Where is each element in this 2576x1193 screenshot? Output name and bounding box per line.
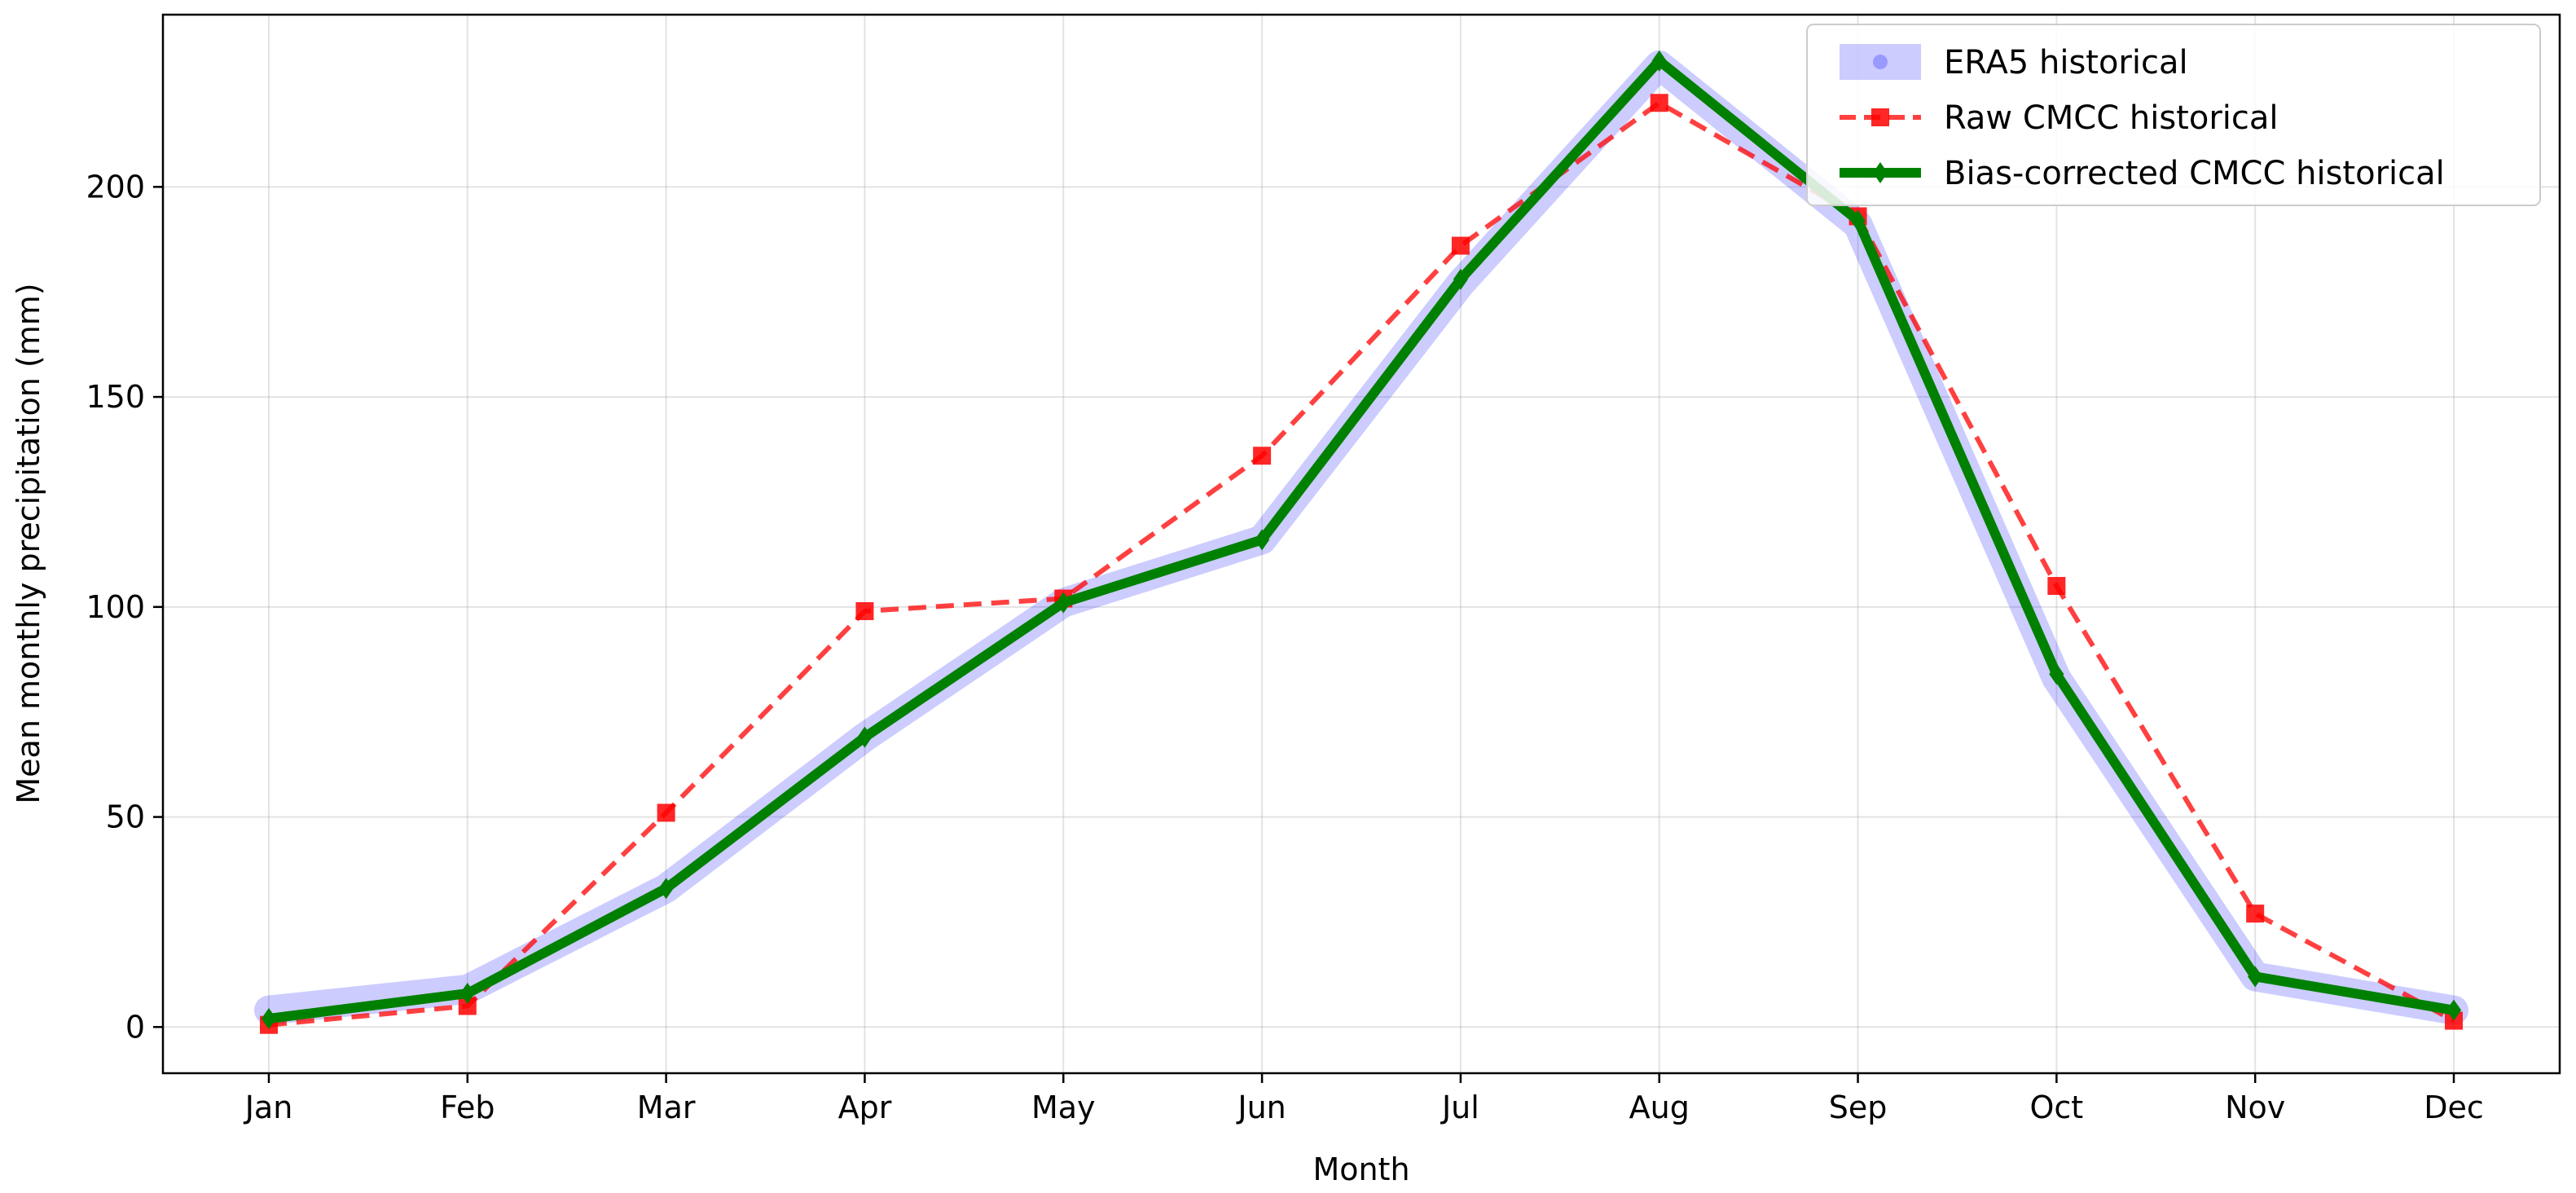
y-tick-label: 100: [86, 589, 145, 625]
x-tick-label: Jun: [1236, 1090, 1286, 1125]
legend-marker: [1871, 108, 1889, 126]
data-point: [1651, 50, 1667, 72]
series-line: [268, 100, 2455, 1028]
data-point: [2047, 577, 2066, 596]
series-2: [260, 94, 2463, 1034]
data-point: [857, 726, 873, 748]
x-tick-label: Jul: [1440, 1090, 1479, 1125]
data-point: [2049, 663, 2064, 685]
x-tick-label: May: [1031, 1090, 1096, 1125]
series-lines: [254, 50, 2468, 1034]
x-axis-title: Month: [1312, 1151, 1409, 1187]
x-tick-label: Jan: [244, 1090, 293, 1125]
series-3: [261, 50, 2462, 1029]
plot-frame: [161, 13, 2561, 1075]
data-point: [261, 1007, 277, 1029]
data-point: [1056, 592, 1071, 614]
data-point: [658, 878, 674, 900]
x-tick-label: Mar: [637, 1090, 696, 1125]
y-tick-label: 150: [86, 379, 145, 415]
data-point: [657, 803, 675, 822]
y-tick-label: 0: [125, 1009, 145, 1045]
data-point: [2248, 966, 2263, 988]
x-tick-label: Oct: [2030, 1090, 2084, 1125]
x-tick-label: Sep: [1829, 1090, 1888, 1125]
y-tick-label: 200: [86, 169, 145, 205]
legend: ERA5 historical Raw CMCC historical Bias-c…: [1806, 24, 2541, 206]
series-line: [268, 55, 2455, 1024]
data-point: [1850, 209, 1866, 231]
data-point: [1650, 94, 1668, 112]
data-point: [2446, 999, 2462, 1021]
legend-label: ERA5 historical: [1944, 44, 2188, 81]
legend-marker: [1872, 162, 1888, 183]
data-point: [1254, 529, 1270, 551]
axes: Jan Feb Mar Apr May Jun Jul Aug Sep Oct Nov Dec 0 50 1…: [86, 169, 2483, 1125]
y-axis-title: Mean monthly precipitation (mm): [11, 283, 46, 803]
legend-label: Raw CMCC historical: [1944, 99, 2279, 137]
x-tick-label: Nov: [2225, 1090, 2285, 1125]
data-point: [855, 601, 874, 620]
data-point: [1453, 268, 1469, 290]
data-point: [1451, 236, 1470, 255]
legend-box: [1806, 24, 2541, 206]
data-point: [458, 997, 477, 1015]
data-point: [459, 983, 475, 1005]
y-tick-label: 50: [106, 799, 145, 835]
x-tick-label: Apr: [838, 1090, 892, 1125]
x-tick-label: Dec: [2424, 1090, 2484, 1125]
data-point: [2246, 905, 2265, 923]
legend-marker: [1873, 55, 1888, 69]
x-tick-label: Aug: [1629, 1090, 1690, 1125]
data-point: [1253, 447, 1272, 465]
x-tick-label: Feb: [440, 1090, 495, 1125]
legend-label: Bias-corrected CMCC historical: [1944, 155, 2445, 192]
